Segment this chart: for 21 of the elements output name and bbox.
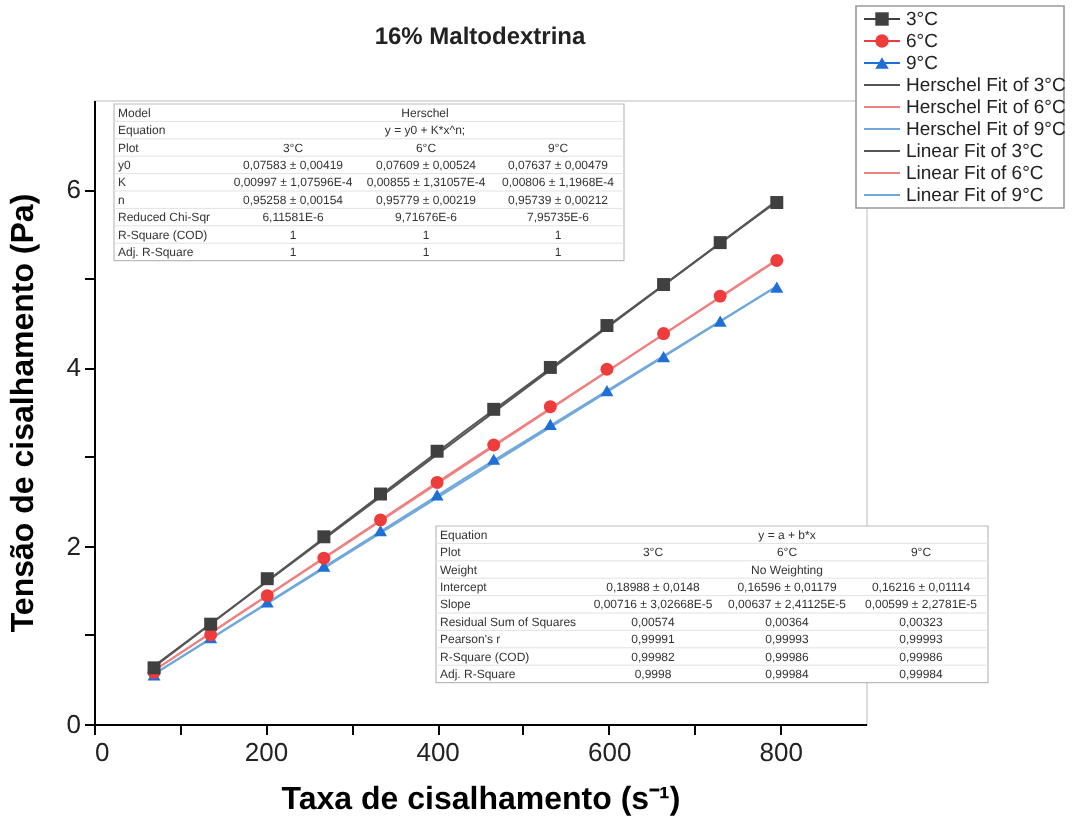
x-tick-label: 800: [759, 737, 803, 767]
y-tick-label: 4: [66, 352, 81, 383]
legend-label: Linear Fit of 3°C: [906, 141, 1044, 163]
x-tick-label: 600: [587, 737, 632, 767]
legend-label: Herschel Fit of 3°C: [906, 75, 1066, 97]
legend-label: 9°C: [906, 53, 939, 75]
legend-label: 3°C: [906, 9, 939, 31]
x-tick-label: 400: [416, 737, 460, 767]
y-tick-label: 0: [66, 709, 81, 739]
legend-label: Herschel Fit of 9°C: [906, 119, 1066, 141]
legend-label: Linear Fit of 9°C: [906, 185, 1044, 207]
legend-label: Herschel Fit of 6°C: [906, 97, 1066, 119]
x-tick-label: 0: [95, 737, 110, 767]
y-tick-label: 2: [66, 530, 81, 561]
legend-label: 6°C: [906, 31, 939, 53]
x-tick-label: 200: [244, 737, 289, 767]
y-axis-title: Tensão de cisalhamento (Pa): [6, 193, 41, 633]
chart-title: 16% Maltodextrina: [374, 22, 586, 50]
x-axis-title: Taxa de cisalhamento (s⁻¹): [281, 783, 681, 817]
y-tick-label: 6: [66, 174, 81, 205]
legend-label: Linear Fit of 6°C: [906, 163, 1044, 185]
